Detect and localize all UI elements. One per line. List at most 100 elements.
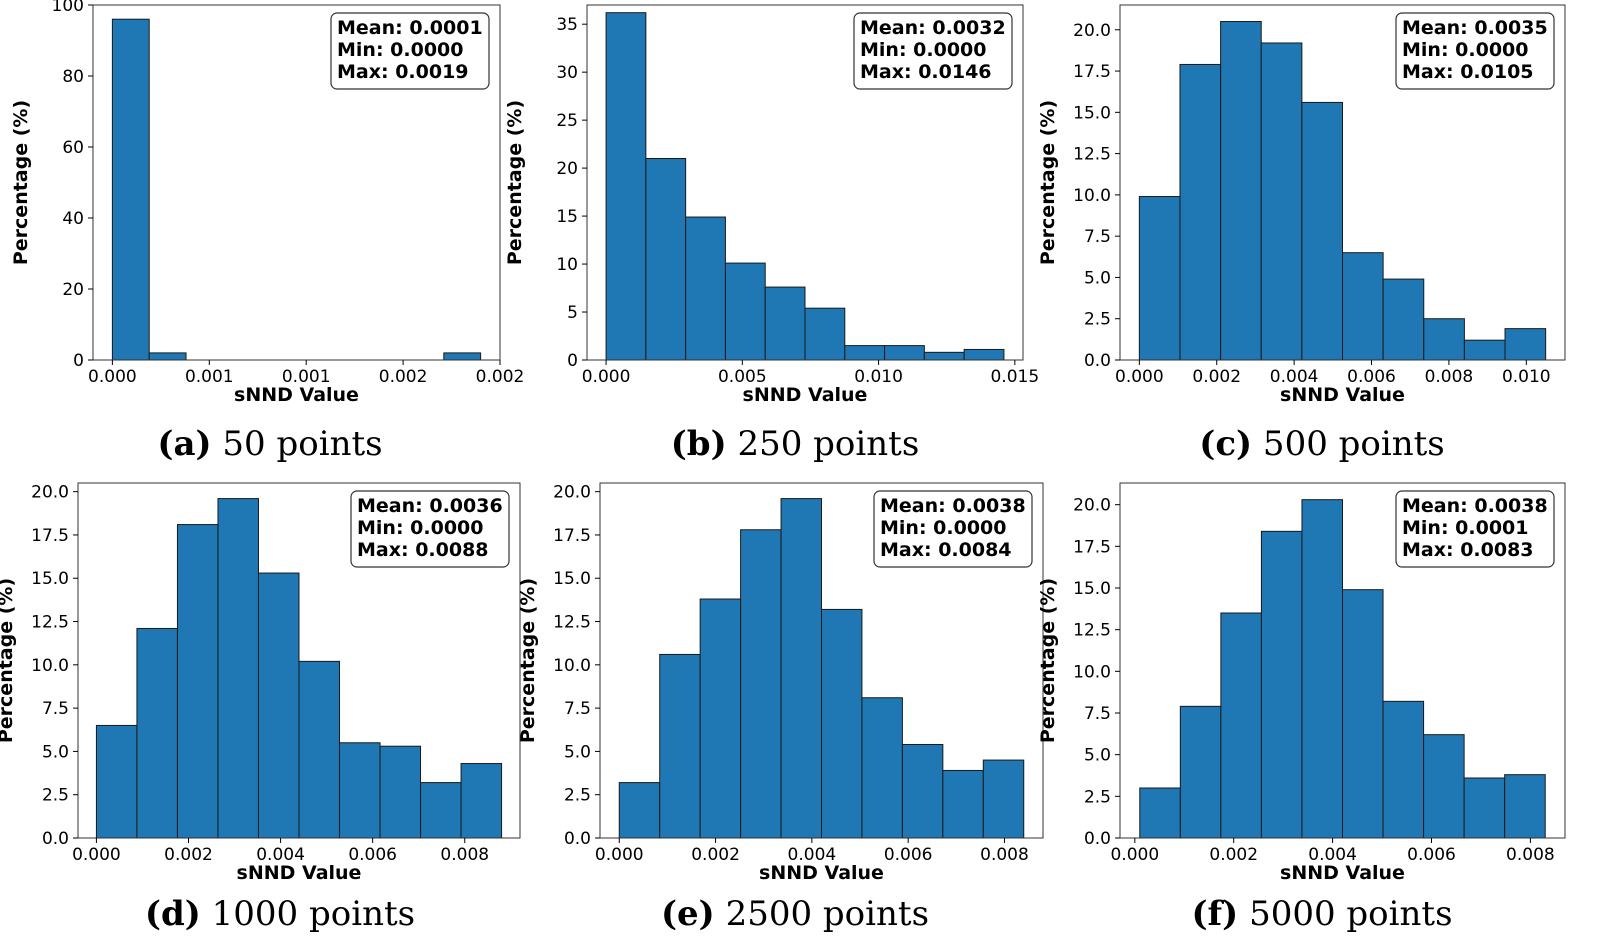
panel-caption: (d) 1000 points [145,894,415,934]
x-tick-label: 0.002 [164,845,213,865]
stats-line: Mean: 0.0036 [357,495,503,517]
y-tick-label: 25 [556,111,578,131]
stats-line: Mean: 0.0032 [860,17,1006,39]
panel-d: 0.0 2.5 5.0 7.5 10.0 12.5 15.0 17.5 20.0 0.000 0.0… [0,482,521,934]
y-tick-label: 60 [62,138,84,158]
histogram-bar [659,653,701,839]
histogram-bar [1504,774,1546,839]
histogram-bar [1463,777,1506,839]
stats-box [853,12,1013,90]
x-axis-label: sNND Value [1280,862,1405,884]
histogram-bar [111,18,150,361]
y-tick-label: 12.5 [31,613,69,633]
y-tick-label: 20.0 [1073,496,1111,516]
panel-a: 0 20 40 60 80 100 0.000 0.001 0.001 0.002 0.002 sNN… [10,0,524,464]
histogram-bar [942,769,984,839]
stats-line: Max: 0.0083 [1402,539,1534,561]
y-tick-label: 20 [556,159,578,179]
y-tick-label: 0.0 [1084,351,1111,371]
histogram-bar [1301,101,1343,361]
histogram-bar [339,742,381,839]
stats-line: Max: 0.0088 [357,539,489,561]
stats-line: Min: 0.0000 [357,517,483,539]
x-tick-label: 0.008 [440,845,489,865]
stats-line: Max: 0.0146 [860,61,992,83]
y-tick-label: 15.0 [1073,103,1111,123]
y-tick-label: 17.5 [31,526,69,546]
x-tick-label: 0.004 [1270,367,1319,387]
y-tick-label: 5 [567,303,578,323]
panel-caption: (a) 50 points [157,424,382,464]
x-tick-label: 0.008 [1425,367,1474,387]
y-tick-label: 2.5 [42,786,69,806]
stats-line: Min: 0.0000 [860,39,986,61]
y-tick-label: 10.0 [31,656,69,676]
axes-frame [599,482,1044,839]
stats-box [1395,12,1555,90]
histogram-bar [1504,328,1547,361]
y-tick-label: 20 [62,280,84,300]
y-tick-label: 12.5 [553,613,591,633]
x-tick-label: 0.004 [1308,845,1357,865]
y-tick-label: 5.0 [1084,268,1111,288]
x-tick-label: 0.006 [1407,845,1456,865]
stats-line: Mean: 0.0038 [1402,495,1548,517]
panel-b: 0 5 10 15 20 25 30 35 0.000 0.005 0.010 0.015 sNND V… [504,4,1039,464]
x-tick-label: 0.002 [1209,845,1258,865]
y-tick-label: 40 [62,209,84,229]
y-tick-label: 20.0 [31,483,69,503]
histogram-bar [1220,21,1262,361]
histogram-bar [844,345,886,361]
histogram-bar [420,782,462,839]
y-tick-label: 5.0 [42,742,69,762]
x-tick-label: 0.000 [72,845,121,865]
histogram-bar [443,352,482,361]
histogram-bar [1382,700,1425,839]
y-tick-label: 17.5 [1073,62,1111,82]
y-tick-label: 80 [62,67,84,87]
histogram-bar [1138,196,1181,361]
x-tick-label: 0.004 [256,845,305,865]
stats-line: Mean: 0.0001 [337,17,483,39]
x-axis-label: sNND Value [1280,384,1405,406]
histogram-bar [1423,734,1465,839]
histogram-bar [861,697,903,839]
histogram-bar [901,743,944,839]
histogram-bar [217,498,259,839]
x-tick-label: 0.000 [1110,845,1159,865]
panel-c: 0.0 2.5 5.0 7.5 10.0 12.5 15.0 17.5 20.0 0.000 0.0… [1037,4,1566,464]
x-tick-label: 0.000 [595,845,644,865]
y-tick-label: 5.0 [564,742,591,762]
histogram-bar [1423,318,1465,361]
x-tick-label: 0.000 [88,367,137,387]
histogram-bar [298,660,341,839]
y-tick-label: 2.5 [1084,787,1111,807]
y-tick-label: 100 [52,0,84,16]
y-axis-label: Percentage (%) [1037,100,1059,265]
x-tick-label: 0.002 [379,367,428,387]
histogram-bar [95,724,138,839]
axes-frame [1119,482,1566,839]
x-tick-label: 0.002 [1192,367,1241,387]
stats-line: Min: 0.0001 [1402,517,1528,539]
x-tick-label: 0.015 [990,367,1039,387]
histogram-bar [1179,63,1222,361]
histogram-bar [804,307,846,361]
stats-line: Min: 0.0000 [337,39,463,61]
x-axis-label: sNND Value [743,384,868,406]
x-tick-label: 0.006 [884,845,933,865]
histogram-bar [379,745,422,839]
panel-caption: (f) 5000 points [1191,894,1452,934]
histogram-bar [1260,42,1303,361]
stats-line: Min: 0.0000 [1402,39,1528,61]
y-tick-label: 17.5 [553,526,591,546]
y-tick-label: 0 [567,351,578,371]
y-tick-label: 0.0 [42,829,69,849]
y-tick-label: 2.5 [564,786,591,806]
stats-line: Max: 0.0105 [1402,61,1534,83]
stats-line: Max: 0.0084 [880,539,1012,561]
x-tick-label: 0.008 [980,845,1029,865]
histogram-bar [1382,278,1425,361]
stats-box [330,12,490,90]
y-tick-label: 10.0 [1073,186,1111,206]
